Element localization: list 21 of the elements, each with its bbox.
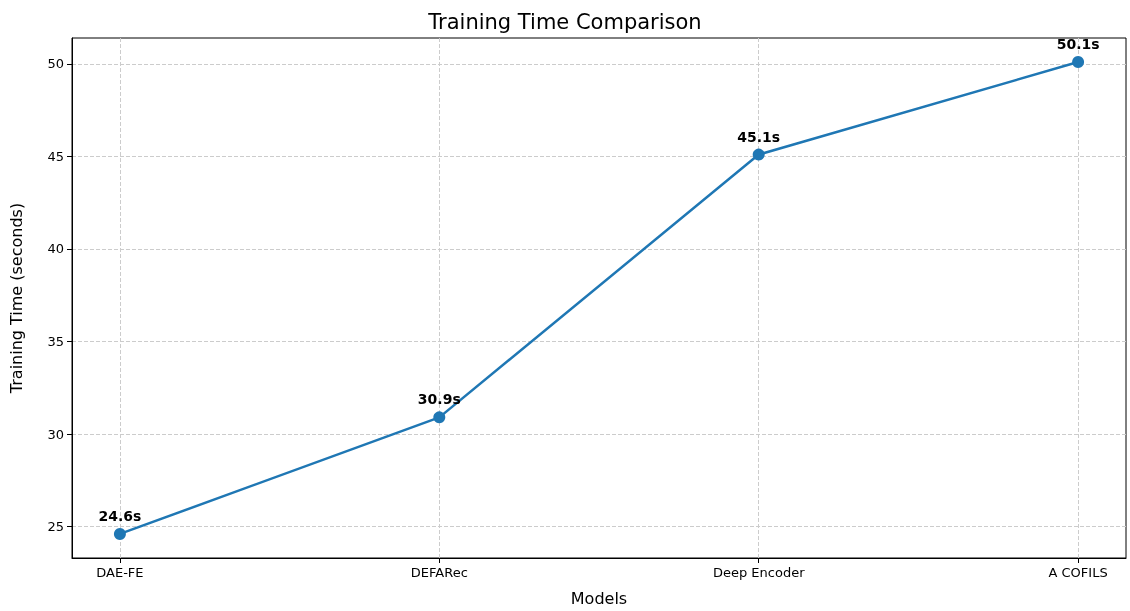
x-tick-label: A COFILS [1048,565,1108,580]
x-axis-title: Models [570,588,628,608]
y-tick-label: 35 [47,333,64,349]
data-label: 45.1s [737,128,781,145]
y-tick-label: 40 [47,241,64,257]
y-axis-title: Training Time (seconds) [6,202,26,395]
y-tick-label: 45 [47,148,64,164]
data-label: 50.1s [1056,36,1100,53]
y-tick-label: 50 [47,56,64,72]
data-label: 30.9s [417,391,461,408]
chart-title: Training Time Comparison [427,9,702,34]
point [752,148,765,161]
data-label: 24.6s [98,507,142,524]
point [1072,56,1085,69]
y-tick-label: 25 [47,519,64,535]
point [433,411,446,424]
y-tick-label: 30 [47,426,64,442]
x-tick-label: DEFARec [410,565,468,580]
point [113,527,126,540]
x-tick-label: DAE-FE [96,565,144,580]
x-tick-label: Deep Encoder [712,565,806,580]
